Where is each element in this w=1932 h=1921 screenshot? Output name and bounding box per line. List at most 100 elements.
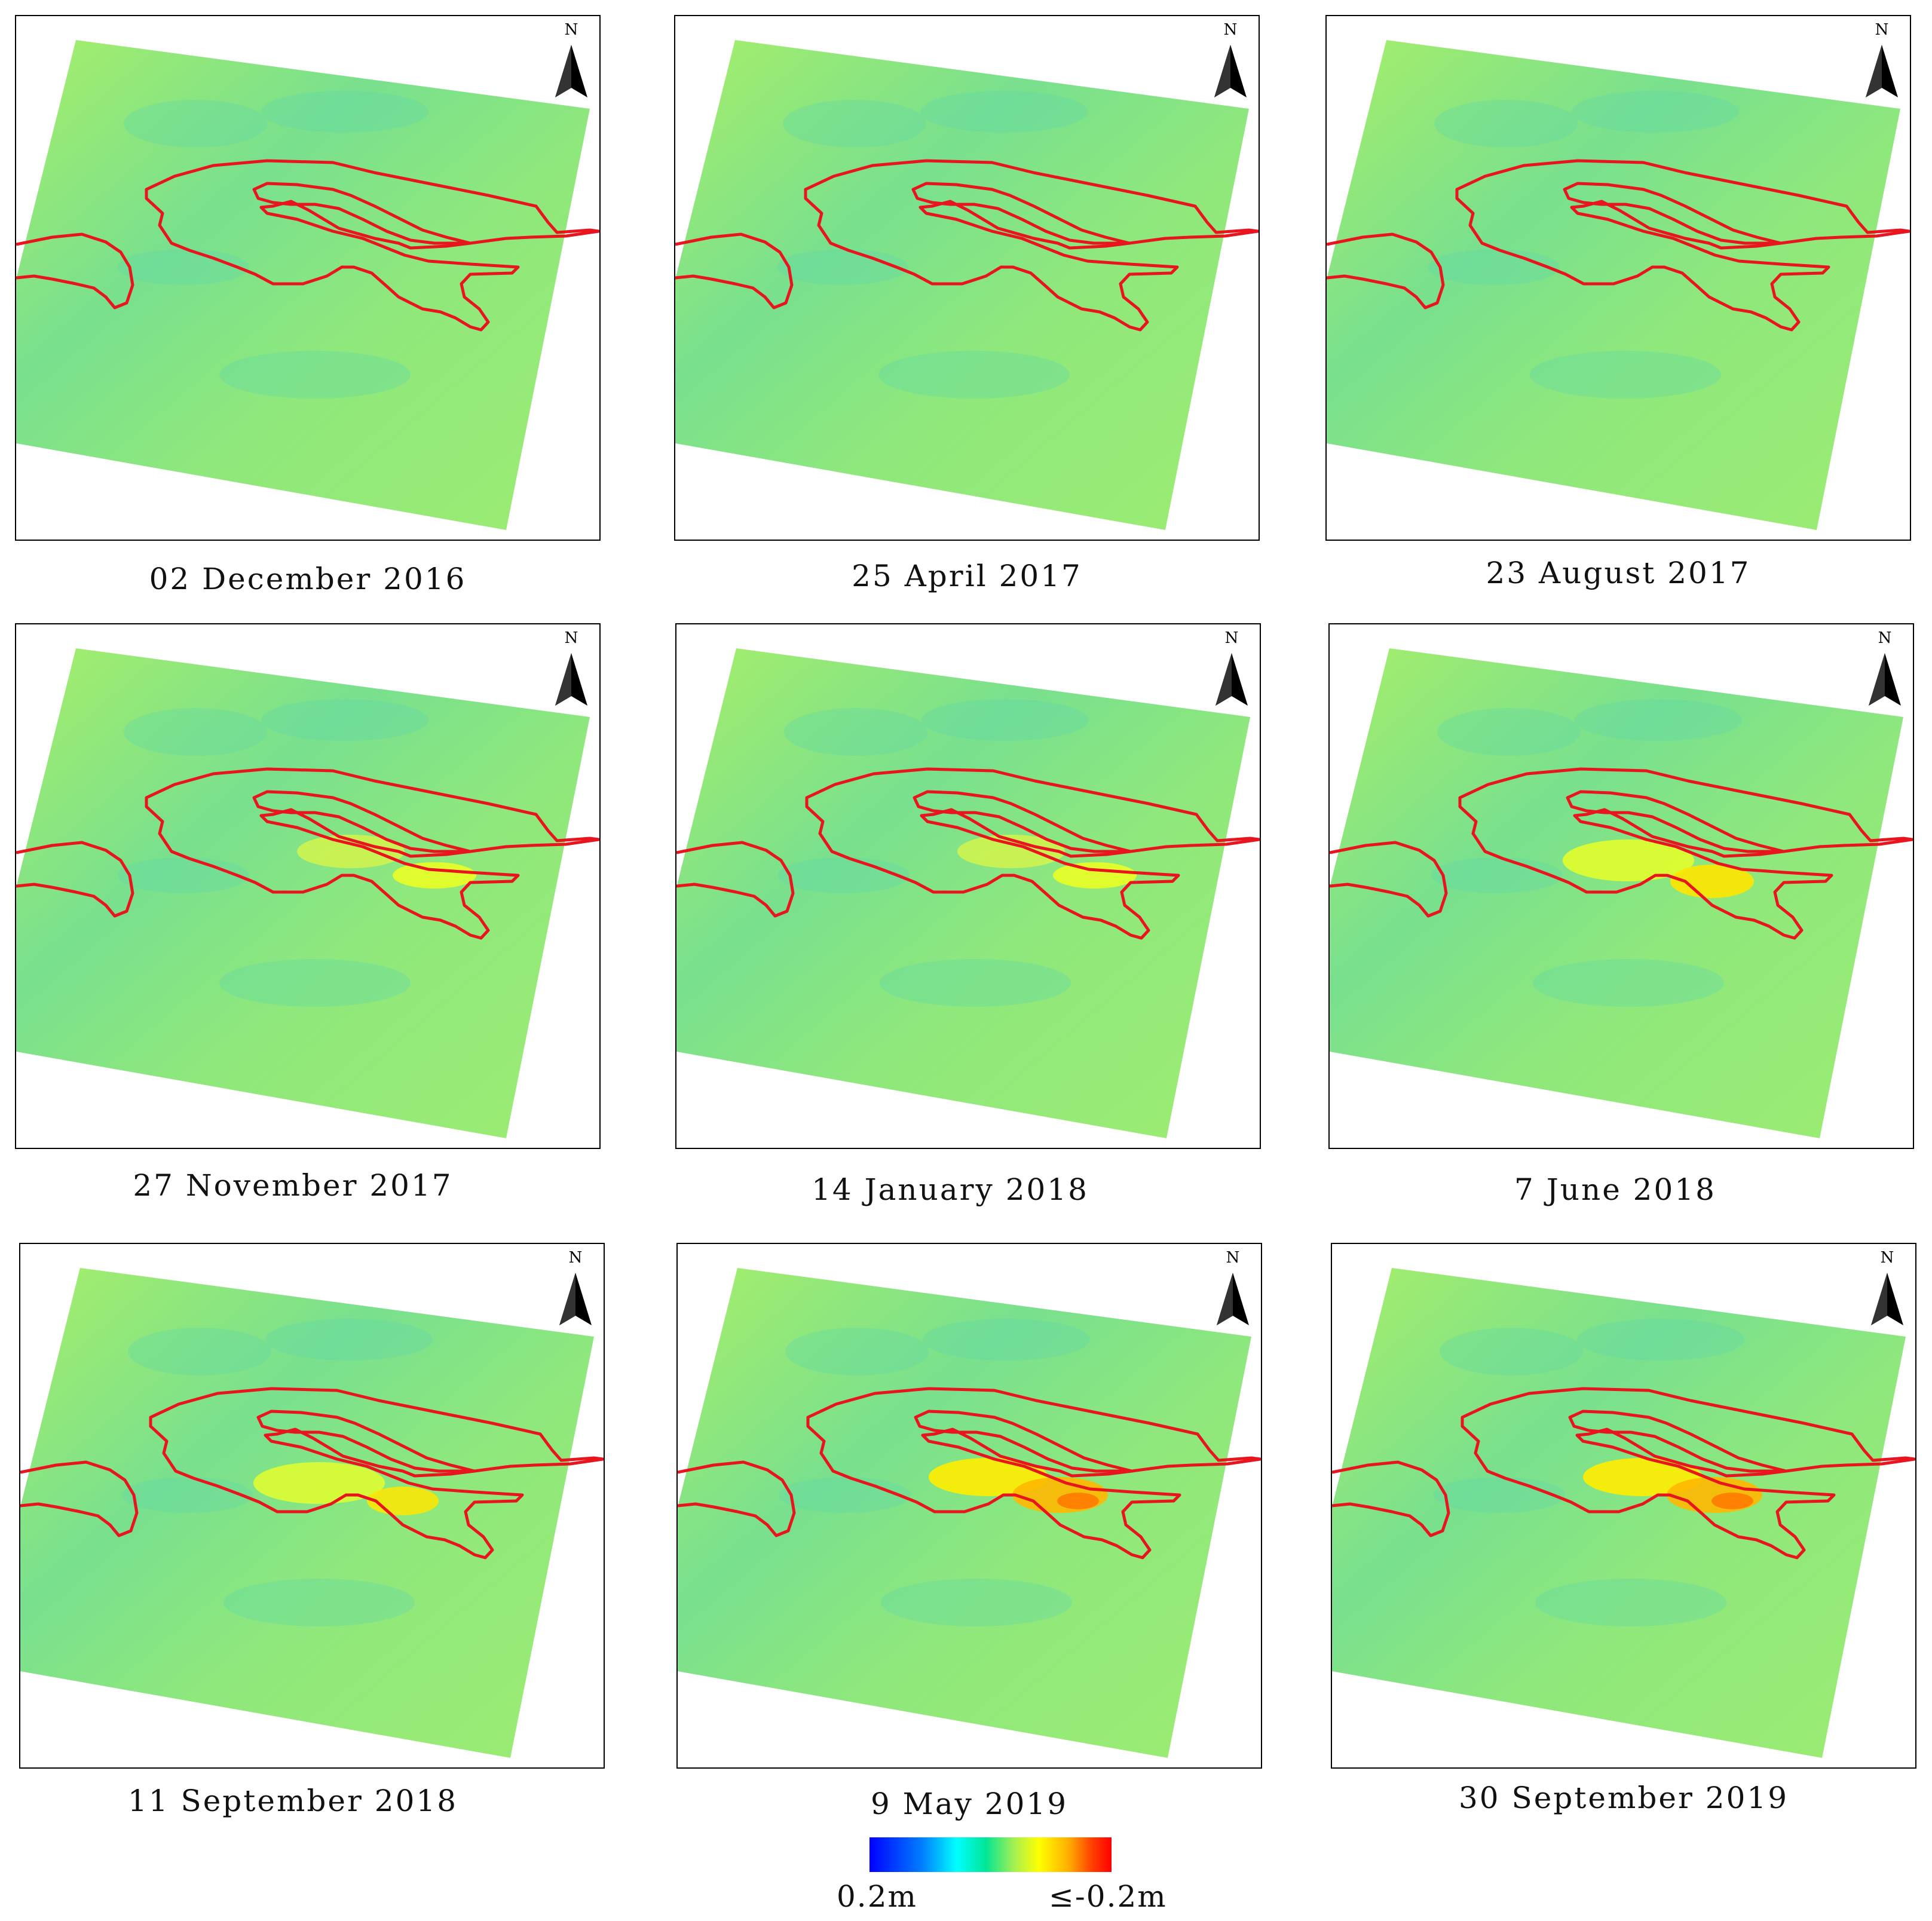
panel-date-caption: 9 May 2019 xyxy=(870,1787,1068,1821)
map-frame: N xyxy=(674,15,1260,541)
deformation-zone xyxy=(1563,840,1694,881)
deformation-zone xyxy=(1057,1493,1099,1509)
texture-patch xyxy=(118,857,249,893)
deformation-map xyxy=(20,1268,604,1758)
west-boundary xyxy=(20,1460,139,1537)
deformation-zone xyxy=(1670,865,1754,898)
color-legend xyxy=(869,1837,1112,1872)
panel-date-caption: 14 January 2018 xyxy=(812,1172,1089,1207)
panel-date-caption: 11 September 2018 xyxy=(127,1784,458,1818)
texture-patch xyxy=(1434,100,1578,148)
north-arrow-icon: N xyxy=(1212,1249,1254,1332)
landslide-inner-boundary xyxy=(252,182,472,245)
texture-patch xyxy=(923,1319,1090,1361)
landslide-inner-boundary xyxy=(1563,182,1783,245)
texture-patch xyxy=(223,1579,415,1626)
landslide-inner-boundary xyxy=(256,1410,476,1473)
west-boundary xyxy=(1332,1460,1450,1537)
landslide-outer-boundary xyxy=(149,1387,604,1560)
panel-date-caption: 27 November 2017 xyxy=(133,1168,453,1203)
texture-patch xyxy=(783,100,926,148)
texture-patch xyxy=(1575,699,1742,741)
landslide-outer-boundary xyxy=(1458,767,1913,940)
deformation-zone xyxy=(1667,1477,1762,1513)
landslide-outer-boundary xyxy=(804,159,1259,332)
deformation-zone xyxy=(1012,1477,1108,1513)
north-label: N xyxy=(564,629,578,647)
texture-patch xyxy=(219,351,411,399)
texture-patch xyxy=(124,708,267,756)
west-boundary xyxy=(1330,841,1448,918)
map-frame: N xyxy=(1331,1243,1916,1769)
texture-patch xyxy=(1431,857,1563,893)
north-arrow-icon: N xyxy=(1861,21,1903,105)
texture-patch xyxy=(1533,959,1724,1007)
panel-date-caption: 7 June 2018 xyxy=(1514,1172,1716,1207)
deformation-map xyxy=(678,1268,1261,1758)
north-arrow-icon: N xyxy=(1211,629,1253,713)
west-boundary xyxy=(675,232,794,310)
north-arrow-icon: N xyxy=(555,1249,596,1332)
texture-patch xyxy=(878,351,1070,399)
texture-patch xyxy=(1577,1319,1744,1361)
texture-patch xyxy=(265,1319,433,1361)
west-boundary xyxy=(16,232,134,310)
map-frame: N xyxy=(15,623,601,1149)
north-label: N xyxy=(564,21,578,39)
north-label: N xyxy=(1223,21,1238,39)
texture-patch xyxy=(122,1477,253,1513)
texture-patch xyxy=(261,699,428,741)
north-arrow-icon: N xyxy=(1866,1249,1908,1332)
map-frame: N xyxy=(1325,15,1911,541)
deformation-map xyxy=(676,648,1260,1138)
texture-patch xyxy=(1440,1328,1583,1375)
map-frame: N xyxy=(15,15,601,541)
deformation-zone xyxy=(1053,862,1137,888)
texture-patch xyxy=(777,249,908,285)
deformation-zone xyxy=(393,862,476,888)
legend-color-ramp xyxy=(869,1837,1112,1872)
west-boundary xyxy=(678,1460,796,1537)
landslide-inner-boundary xyxy=(914,1410,1134,1473)
texture-patch xyxy=(784,708,927,756)
panel-date-caption: 25 April 2017 xyxy=(852,559,1082,593)
landslide-outer-boundary xyxy=(805,767,1260,940)
map-frame: N xyxy=(19,1243,605,1769)
landslide-inner-boundary xyxy=(911,182,1131,245)
texture-patch xyxy=(1572,91,1739,133)
landslide-outer-boundary xyxy=(1455,159,1910,332)
panel-date-caption: 02 December 2016 xyxy=(149,562,467,596)
texture-patch xyxy=(1530,351,1721,399)
deformation-map xyxy=(675,40,1259,530)
deformation-map xyxy=(16,40,599,530)
deformation-zone xyxy=(957,835,1065,868)
landslide-outer-boundary xyxy=(145,159,599,332)
texture-patch xyxy=(128,1328,271,1375)
panel-date-caption: 23 August 2017 xyxy=(1486,556,1751,590)
deformation-map xyxy=(16,648,599,1138)
north-arrow-icon: N xyxy=(550,629,592,713)
west-boundary xyxy=(676,841,795,918)
texture-patch xyxy=(921,699,1089,741)
texture-patch xyxy=(118,249,249,285)
deformation-map xyxy=(1327,40,1910,530)
map-frame: N xyxy=(676,1243,1262,1769)
landslide-outer-boundary xyxy=(1461,1387,1915,1560)
map-frame: N xyxy=(675,623,1261,1149)
texture-patch xyxy=(261,91,428,133)
texture-patch xyxy=(778,857,910,893)
north-label: N xyxy=(1224,629,1239,647)
deformation-map xyxy=(1330,648,1913,1138)
texture-patch xyxy=(219,959,411,1007)
north-arrow-icon: N xyxy=(1210,21,1251,105)
north-label: N xyxy=(1875,21,1889,39)
texture-patch xyxy=(1535,1579,1726,1626)
texture-patch xyxy=(880,959,1071,1007)
north-label: N xyxy=(568,1249,583,1267)
north-label: N xyxy=(1880,1249,1894,1267)
deformation-zone xyxy=(297,835,405,868)
texture-patch xyxy=(1434,1477,1565,1513)
west-boundary xyxy=(16,841,134,918)
landslide-inner-boundary xyxy=(1566,790,1786,853)
landslide-outer-boundary xyxy=(806,1387,1261,1560)
